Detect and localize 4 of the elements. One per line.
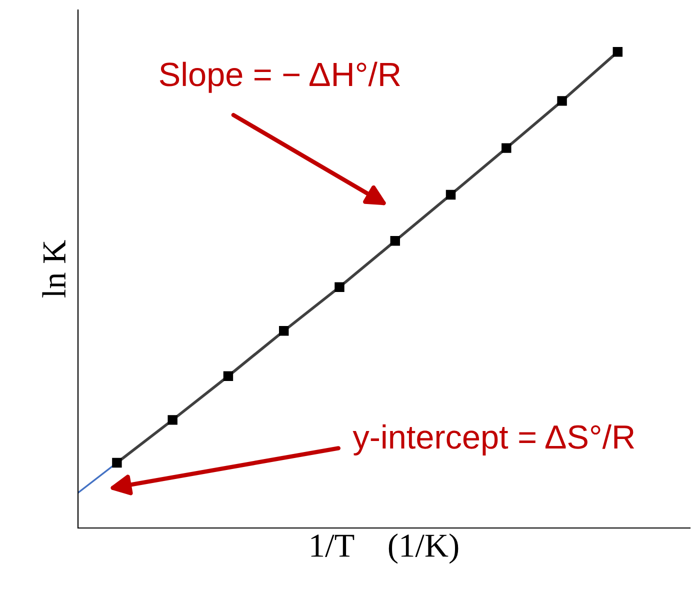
annotation: y-intercept = ΔS°/R xyxy=(352,424,634,456)
annotation: Slope = − ΔH°/R xyxy=(160,62,400,93)
x-axis-title: 1/T (1/K) xyxy=(311,534,458,564)
y-axis-title: ln K xyxy=(42,240,66,298)
